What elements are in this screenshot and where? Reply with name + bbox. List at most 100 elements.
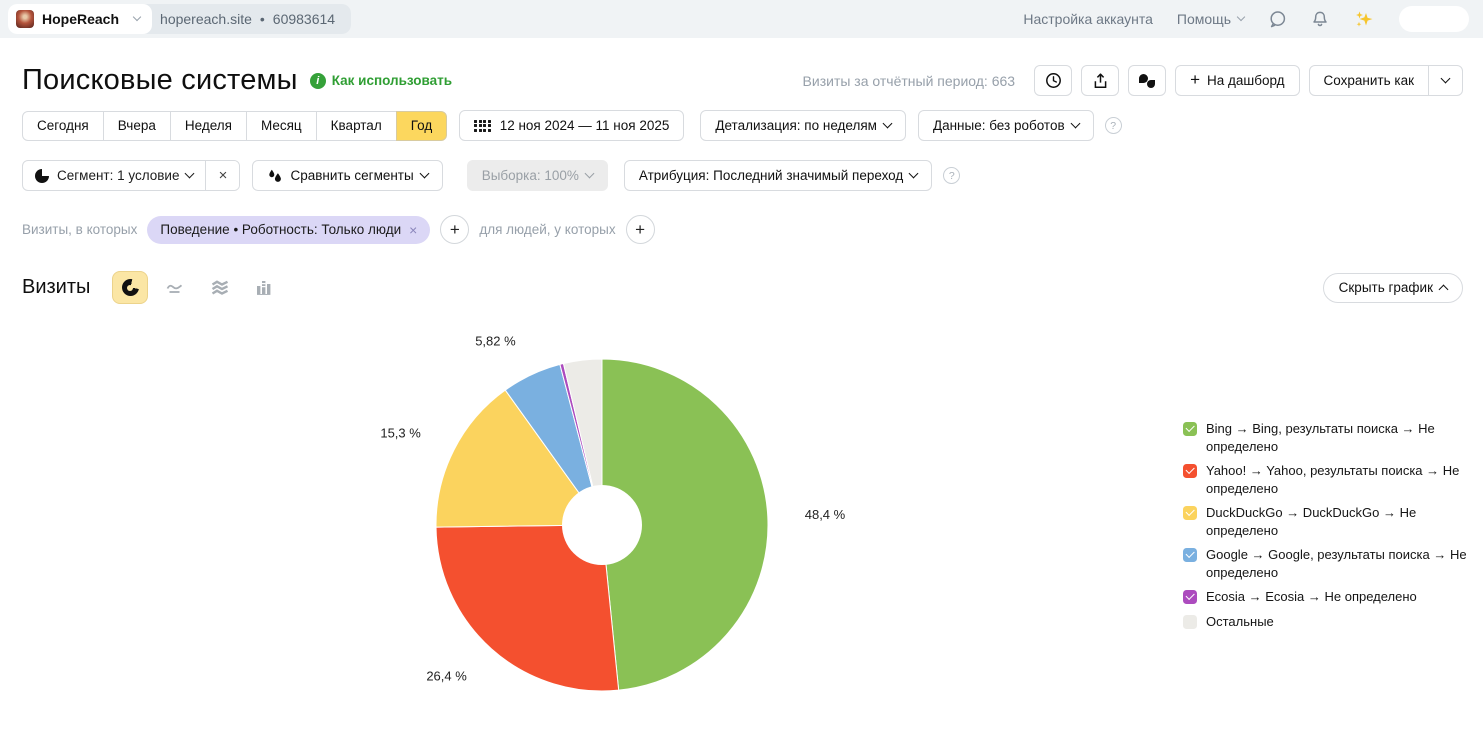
clock-icon bbox=[1045, 73, 1061, 88]
visits-period-summary: Визиты за отчётный период: 663 bbox=[802, 72, 1016, 89]
period-tab[interactable]: Сегодня bbox=[22, 110, 104, 141]
dot-separator: • bbox=[259, 11, 265, 27]
droplets-icon bbox=[269, 169, 282, 182]
pie-slice-1[interactable] bbox=[435, 524, 620, 692]
chevron-down-icon bbox=[584, 168, 595, 179]
chat-icon[interactable] bbox=[1268, 10, 1287, 29]
segment-clear-button[interactable]: × bbox=[205, 161, 240, 190]
checked-checkbox-icon[interactable] bbox=[1183, 422, 1197, 436]
annotations-button[interactable] bbox=[1128, 65, 1167, 96]
help-question-icon[interactable]: ? bbox=[1104, 117, 1122, 134]
segment-pie-icon bbox=[35, 168, 49, 183]
visits-filter-label: Визиты, в которых bbox=[22, 222, 138, 237]
counter-site-info: hopereach.site • 60983614 bbox=[142, 4, 352, 34]
export-button[interactable] bbox=[1081, 65, 1120, 96]
legend-label: Остальные bbox=[1206, 613, 1274, 629]
line-chart-icon bbox=[167, 284, 183, 293]
save-as-button[interactable]: Сохранить как bbox=[1308, 65, 1463, 96]
compare-segments-dropdown[interactable]: Сравнить сегменты bbox=[252, 160, 443, 191]
sparkles-icon[interactable] bbox=[1353, 8, 1375, 30]
checked-checkbox-icon[interactable] bbox=[1183, 590, 1197, 604]
page-title: Поисковые системы bbox=[22, 64, 298, 96]
info-icon: i bbox=[309, 72, 326, 89]
legend-label: Google → Google, результаты поиска → Не … bbox=[1206, 547, 1467, 580]
account-settings-link[interactable]: Настройка аккаунта bbox=[1023, 11, 1153, 27]
add-visit-filter-button[interactable]: + bbox=[440, 215, 470, 244]
segment-bar: Сегмент: 1 условие × Сравнить сегменты В… bbox=[22, 160, 1463, 191]
plus-icon: + bbox=[1190, 69, 1200, 89]
chevron-down-icon bbox=[1440, 73, 1451, 84]
chevron-down-icon bbox=[1070, 118, 1081, 129]
unchecked-checkbox-icon[interactable] bbox=[1183, 614, 1197, 629]
help-menu[interactable]: Помощь bbox=[1177, 11, 1246, 27]
chart-type-line-button[interactable] bbox=[157, 271, 193, 304]
close-icon[interactable]: × bbox=[409, 221, 418, 238]
checked-checkbox-icon[interactable] bbox=[1183, 548, 1197, 562]
add-to-dashboard-button[interactable]: + На дашборд bbox=[1175, 65, 1300, 96]
period-tab[interactable]: Неделя bbox=[169, 110, 247, 141]
how-to-use-link[interactable]: i Как использовать bbox=[309, 72, 452, 89]
quotes-icon bbox=[1138, 72, 1157, 89]
people-filter-label: для людей, у которых bbox=[479, 222, 616, 237]
legend-item-2[interactable]: DuckDuckGo → DuckDuckGo → Не определено bbox=[1183, 504, 1469, 539]
period-tab[interactable]: Месяц bbox=[245, 110, 317, 141]
notifications-bell-icon[interactable] bbox=[1311, 10, 1329, 29]
pie-slice-0[interactable] bbox=[601, 358, 769, 691]
chart-type-switcher bbox=[112, 271, 283, 304]
legend-item-3[interactable]: Google → Google, результаты поиска → Не … bbox=[1183, 546, 1469, 581]
chart-area: 48,4 % 26,4 % 15,3 % 5,82 % Bing → Bing, ре… bbox=[0, 304, 1483, 739]
chart-type-columns-button[interactable] bbox=[247, 271, 283, 304]
active-filter-chip[interactable]: Поведение • Роботность: Только люди × bbox=[147, 215, 431, 244]
period-tab[interactable]: Квартал bbox=[315, 110, 397, 141]
counter-selector[interactable]: HopeReach bbox=[8, 4, 153, 34]
chevron-down-icon bbox=[419, 168, 430, 179]
sampling-dropdown[interactable]: Выборка: 100% bbox=[466, 160, 608, 191]
columns-chart-icon bbox=[257, 281, 271, 295]
pie-slice-label: 5,82 % bbox=[475, 333, 516, 348]
date-range-button[interactable]: 12 ноя 2024 — 11 ноя 2025 bbox=[459, 110, 685, 141]
filter-bar: Визиты, в которых Поведение • Роботность… bbox=[22, 215, 1463, 244]
counter-switcher[interactable]: HopeReach hopereach.site • 60983614 bbox=[8, 4, 352, 34]
user-account-pill[interactable] bbox=[1399, 6, 1469, 32]
help-question-icon[interactable]: ? bbox=[943, 167, 961, 184]
checked-checkbox-icon[interactable] bbox=[1183, 464, 1197, 478]
period-tab[interactable]: Год bbox=[395, 110, 448, 141]
counter-name: HopeReach bbox=[42, 11, 120, 27]
pie-chart-icon bbox=[121, 279, 139, 296]
plus-icon: + bbox=[449, 219, 460, 239]
export-icon bbox=[1094, 72, 1106, 88]
detalization-dropdown[interactable]: Детализация: по неделям bbox=[700, 110, 906, 141]
chart-type-pie-button[interactable] bbox=[112, 271, 149, 304]
legend-label: Ecosia → Ecosia → Не определено bbox=[1206, 589, 1417, 604]
legend-item-1[interactable]: Yahoo! → Yahoo, результаты поиска → Не о… bbox=[1183, 462, 1469, 497]
history-clock-button[interactable] bbox=[1034, 65, 1073, 96]
checked-checkbox-icon[interactable] bbox=[1183, 506, 1197, 520]
legend-item-0[interactable]: Bing → Bing, результаты поиска → Не опре… bbox=[1183, 420, 1469, 455]
topbar: HopeReach hopereach.site • 60983614 Наст… bbox=[0, 0, 1483, 38]
pie-slice-label: 15,3 % bbox=[380, 425, 421, 440]
data-mode-dropdown[interactable]: Данные: без роботов bbox=[917, 110, 1094, 141]
legend-item-4[interactable]: Ecosia → Ecosia → Не определено bbox=[1183, 588, 1469, 606]
hide-chart-button[interactable]: Скрыть график bbox=[1322, 272, 1463, 303]
segment-control: Сегмент: 1 условие × bbox=[22, 160, 241, 191]
chevron-down-icon bbox=[882, 118, 893, 129]
add-people-filter-button[interactable]: + bbox=[625, 215, 655, 244]
legend-item-5[interactable]: Остальные bbox=[1183, 613, 1469, 631]
pie-slice-label: 48,4 % bbox=[805, 507, 846, 522]
visits-pie-chart: 48,4 % 26,4 % 15,3 % 5,82 % bbox=[380, 333, 846, 692]
calendar-grid-icon bbox=[474, 119, 491, 132]
legend-label: Bing → Bing, результаты поиска → Не опре… bbox=[1206, 421, 1435, 454]
segment-dropdown[interactable]: Сегмент: 1 условие bbox=[23, 161, 205, 190]
pie-slice-2[interactable] bbox=[435, 389, 603, 528]
period-tab[interactable]: Вчера bbox=[102, 110, 171, 141]
stacked-areas-icon bbox=[212, 280, 229, 295]
legend-label: DuckDuckGo → DuckDuckGo → Не определено bbox=[1206, 505, 1417, 538]
attribution-dropdown[interactable]: Атрибуция: Последний значимый переход bbox=[623, 160, 933, 191]
save-as-dropdown[interactable] bbox=[1428, 66, 1462, 95]
pie-slice-5[interactable] bbox=[562, 358, 603, 526]
legend-label: Yahoo! → Yahoo, результаты поиска → Не о… bbox=[1206, 463, 1460, 496]
chart-type-stacked-button[interactable] bbox=[202, 271, 238, 304]
chevron-up-icon bbox=[1438, 284, 1449, 295]
plus-icon: + bbox=[635, 219, 646, 239]
counter-id: 60983614 bbox=[272, 11, 336, 27]
